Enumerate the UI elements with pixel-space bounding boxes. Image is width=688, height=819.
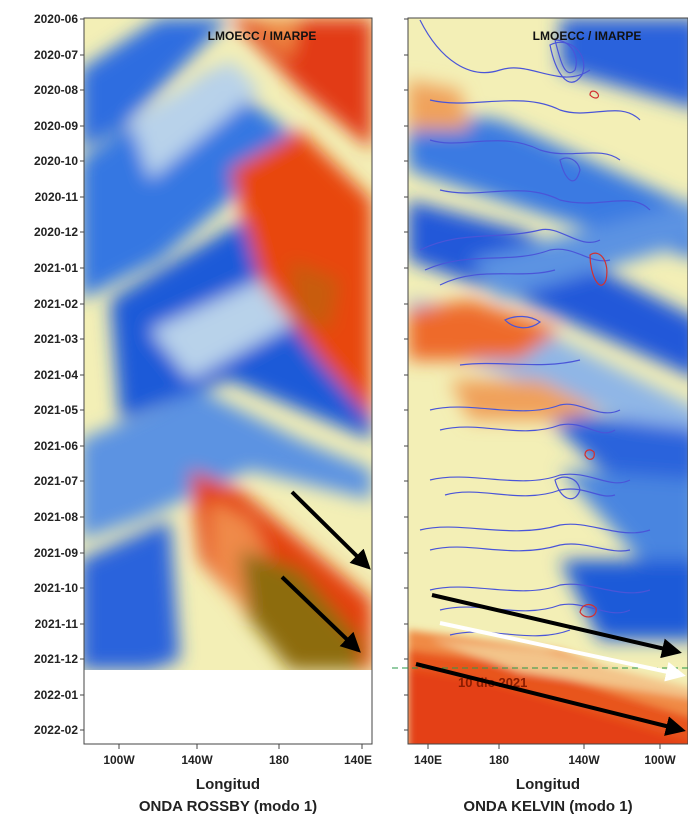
y-tick-label: 2022-01 <box>34 688 78 702</box>
kelvin-watermark: LMOECC / IMARPE <box>533 29 642 43</box>
y-tick-label: 2021-10 <box>34 581 78 595</box>
y-tick-label: 2021-11 <box>35 617 79 631</box>
y-tick-label: 2021-03 <box>34 332 78 346</box>
y-tick-label: 2020-10 <box>34 154 78 168</box>
x-tick-label: 140E <box>414 753 442 767</box>
kelvin-panel-title: ONDA KELVIN (modo 1) <box>463 798 632 815</box>
rossby-x-axis-label: Longitud <box>196 776 260 793</box>
x-tick-label: 100W <box>103 753 135 767</box>
y-tick-label: 2020-06 <box>34 12 78 26</box>
y-tick-label: 2021-02 <box>34 297 78 311</box>
y-tick-label: 2021-08 <box>34 510 78 524</box>
y-tick-label: 2020-09 <box>34 119 78 133</box>
kelvin-arrow-1 <box>431 593 682 659</box>
rossby-panel: LMOECC / IMARPE 2020-06 2020-07 2020-08 … <box>34 12 373 815</box>
kelvin-heatmap <box>408 18 688 744</box>
y-tick-label: 2021-01 <box>34 261 78 275</box>
x-tick-label: 100W <box>644 753 676 767</box>
x-tick-label: 180 <box>269 753 289 767</box>
y-tick-label: 2020-07 <box>34 48 78 62</box>
rossby-x-axis: 100W 140W 180 140E Longitud ONDA ROSSBY … <box>103 744 372 815</box>
kelvin-axes-frame <box>407 17 688 745</box>
x-tick-label: 140W <box>568 753 600 767</box>
kelvin-arrow-2 <box>415 662 686 736</box>
kelvin-arrow-white <box>439 621 686 682</box>
rossby-arrow-2 <box>280 575 361 653</box>
rossby-watermark: LMOECC / IMARPE <box>208 29 317 43</box>
kelvin-x-axis-label: Longitud <box>516 776 580 793</box>
rossby-heatmap <box>84 18 372 670</box>
rossby-panel-title: ONDA ROSSBY (modo 1) <box>139 798 317 815</box>
rossby-x-ticks <box>118 744 363 749</box>
rossby-y-axis: 2020-06 2020-07 2020-08 2020-09 2020-10 … <box>34 12 84 737</box>
kelvin-y-ticks <box>404 18 408 731</box>
rossby-axes-frame <box>83 17 373 745</box>
y-tick-label: 2020-12 <box>34 225 78 239</box>
y-tick-label: 2021-12 <box>34 652 78 666</box>
y-tick-label: 2020-11 <box>35 190 79 204</box>
y-tick-label: 2020-08 <box>34 83 78 97</box>
y-tick-label: 2021-05 <box>34 403 78 417</box>
y-tick-label: 2021-04 <box>34 368 78 382</box>
kelvin-negative-contours <box>579 90 608 618</box>
y-tick-label: 2021-09 <box>34 546 78 560</box>
kelvin-panel: LMOECC / IMARPE 10 dic 2021 140E 180 140… <box>392 17 688 815</box>
y-tick-label: 2021-06 <box>34 439 78 453</box>
x-tick-label: 140E <box>344 753 372 767</box>
x-tick-label: 140W <box>181 753 213 767</box>
kelvin-contours <box>419 19 651 637</box>
y-tick-label: 2021-07 <box>34 474 78 488</box>
kelvin-x-axis: 140E 180 140W 100W Longitud ONDA KELVIN … <box>414 744 676 815</box>
y-tick-label: 2022-02 <box>34 723 78 737</box>
rossby-arrow-1 <box>290 490 371 570</box>
kelvin-x-ticks <box>427 744 661 749</box>
x-tick-label: 180 <box>489 753 509 767</box>
rossby-y-ticks <box>80 18 84 731</box>
